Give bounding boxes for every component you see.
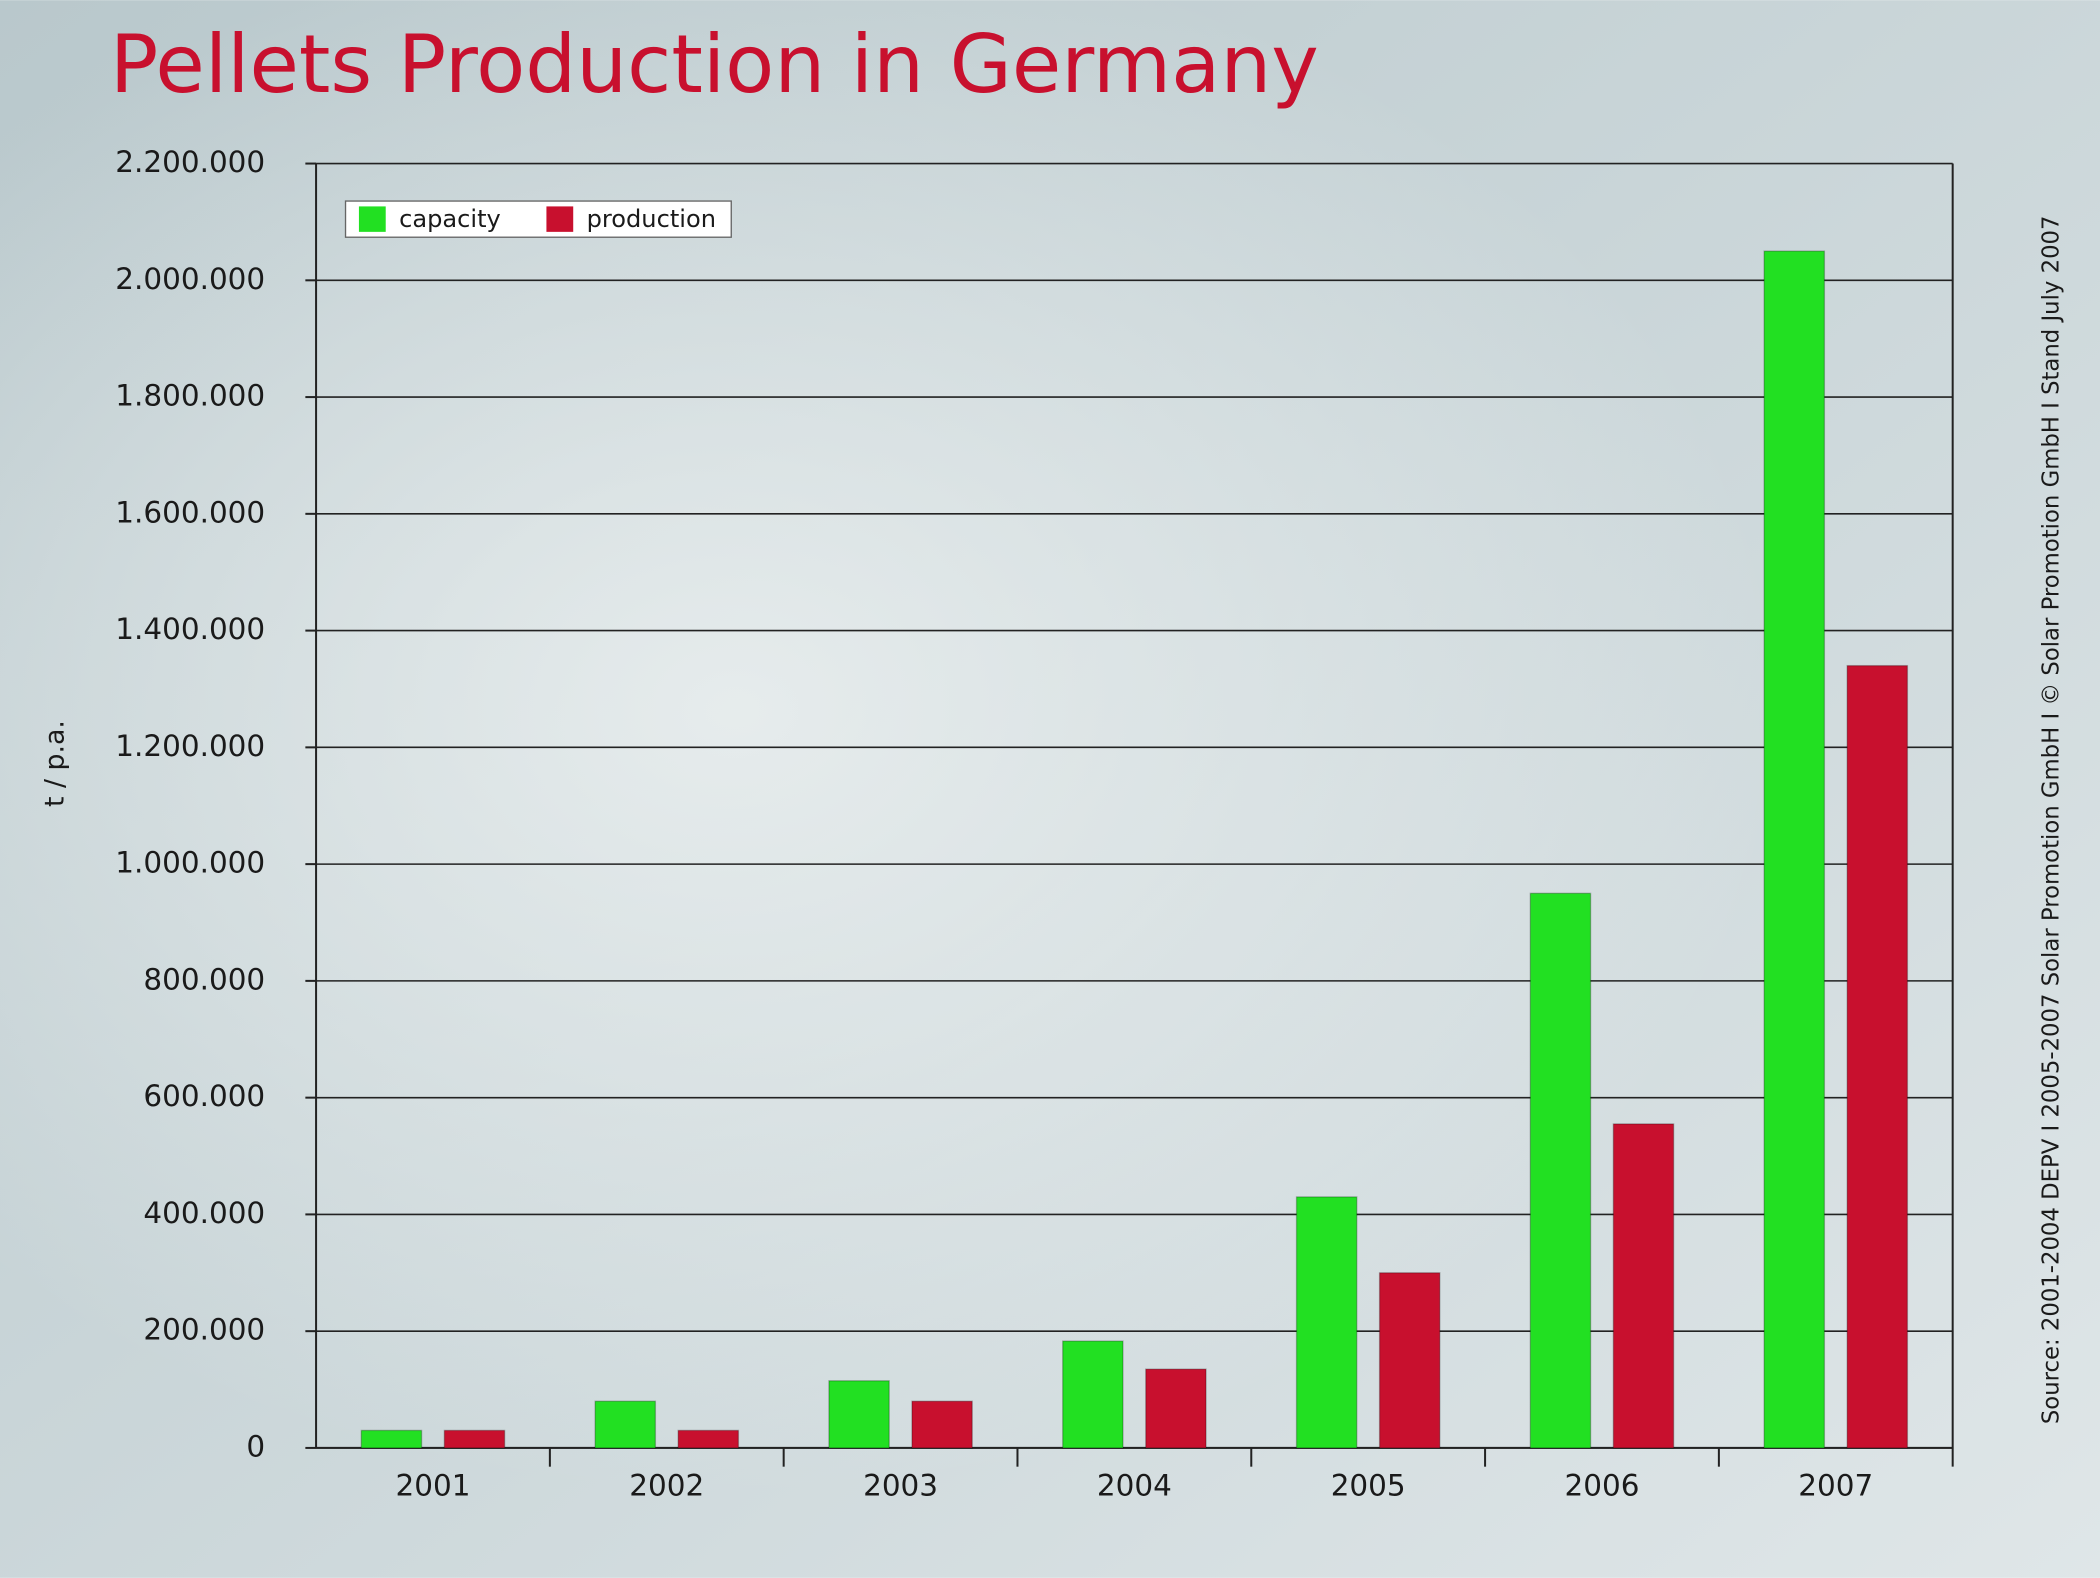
y-tick-label: 2.200.000 [115, 145, 265, 179]
y-tick-label: 0 [246, 1429, 265, 1463]
chart-title: Pellets Production in Germany [110, 17, 1319, 111]
bar [1145, 1368, 1207, 1449]
y-tick-label: 1.800.000 [115, 379, 265, 413]
bar [360, 1429, 423, 1449]
y-tick-label: 800.000 [143, 962, 265, 996]
bar [1763, 250, 1826, 1449]
bar [1378, 1272, 1441, 1449]
y-axis-label: t / p.a. [40, 720, 71, 807]
x-tick-label: 2002 [629, 1468, 704, 1502]
bar [594, 1400, 657, 1449]
legend-swatch [358, 206, 386, 232]
bar [1846, 664, 1909, 1449]
y-tick-label: 1.600.000 [115, 495, 265, 529]
bar [1062, 1340, 1124, 1449]
bar [443, 1429, 506, 1449]
y-tick-label: 1.000.000 [115, 846, 265, 880]
legend-label: capacity [399, 205, 501, 233]
bar [1612, 1123, 1675, 1449]
y-tick-label: 400.000 [143, 1196, 265, 1230]
x-tick-label: 2007 [1798, 1468, 1873, 1502]
x-tick-label: 2004 [1097, 1468, 1172, 1502]
source-note: Source: 2001-2004 DEPV I 2005-2007 Solar… [2038, 215, 2064, 1424]
x-tick-label: 2003 [863, 1468, 938, 1502]
y-tick-label: 1.400.000 [115, 612, 265, 646]
legend-swatch [546, 206, 574, 232]
bar [828, 1380, 890, 1449]
y-tick-label: 200.000 [143, 1313, 265, 1347]
legend-label: production [587, 205, 716, 233]
y-tick-label: 1.200.000 [115, 729, 265, 763]
bar [1295, 1196, 1358, 1449]
x-tick-label: 2006 [1564, 1468, 1639, 1502]
legend-box [344, 200, 732, 238]
bar [677, 1429, 740, 1449]
y-tick-label: 600.000 [143, 1079, 265, 1113]
x-tick-label: 2001 [395, 1468, 470, 1502]
x-tick-label: 2005 [1331, 1468, 1406, 1502]
bar [1529, 892, 1592, 1449]
y-tick-label: 2.000.000 [115, 262, 265, 296]
bar [911, 1400, 973, 1449]
